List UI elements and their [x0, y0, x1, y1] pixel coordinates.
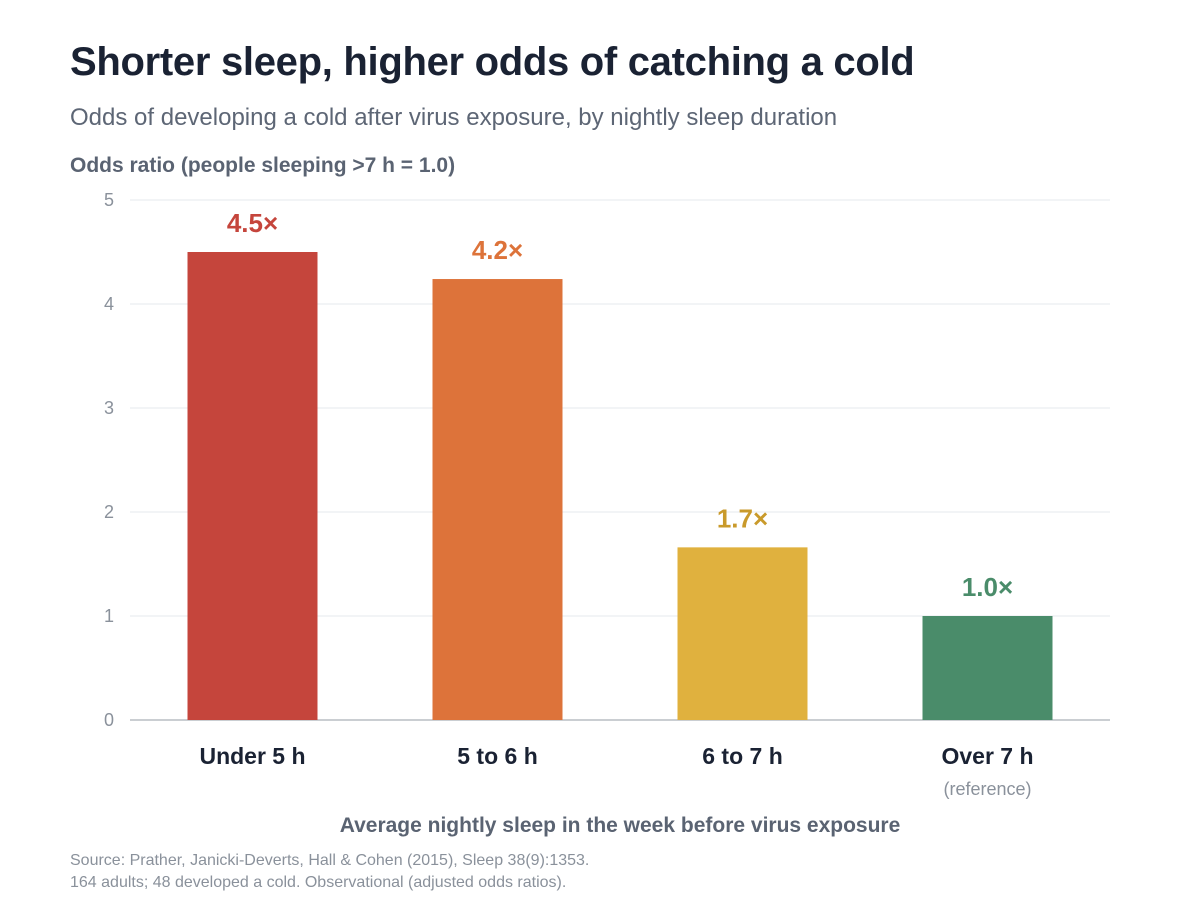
category-note: (reference)	[943, 779, 1031, 799]
y-tick-label: 4	[104, 294, 114, 314]
source-line-2: 164 adults; 48 developed a cold. Observa…	[70, 874, 567, 891]
data-label: 4.2×	[472, 235, 523, 265]
y-tick-label: 2	[104, 502, 114, 522]
y-tick-label: 3	[104, 398, 114, 418]
bar	[432, 279, 563, 720]
y-axis-label: Odds ratio (people sleeping >7 h = 1.0)	[70, 154, 456, 177]
data-label: 1.7×	[717, 503, 768, 533]
chart-title: Shorter sleep, higher odds of catching a…	[70, 40, 915, 84]
category-label: Over 7 h	[941, 743, 1033, 769]
y-tick-label: 1	[104, 606, 114, 626]
data-label: 4.5×	[227, 208, 278, 238]
y-tick-label: 0	[104, 710, 114, 730]
bar	[187, 252, 318, 720]
source-note: Source: Prather, Janicki-Deverts, Hall &…	[70, 850, 589, 894]
category-label: 5 to 6 h	[457, 743, 538, 769]
data-label: 1.0×	[962, 572, 1013, 602]
chart-subtitle: Odds of developing a cold after virus ex…	[70, 104, 838, 131]
source-line-1: Source: Prather, Janicki-Deverts, Hall &…	[70, 852, 590, 869]
category-label: 6 to 7 h	[702, 743, 783, 769]
y-tick-label: 5	[104, 190, 114, 210]
bar	[677, 547, 808, 720]
category-label: Under 5 h	[199, 743, 305, 769]
bar	[922, 616, 1053, 720]
x-axis-label: Average nightly sleep in the week before…	[339, 814, 901, 837]
